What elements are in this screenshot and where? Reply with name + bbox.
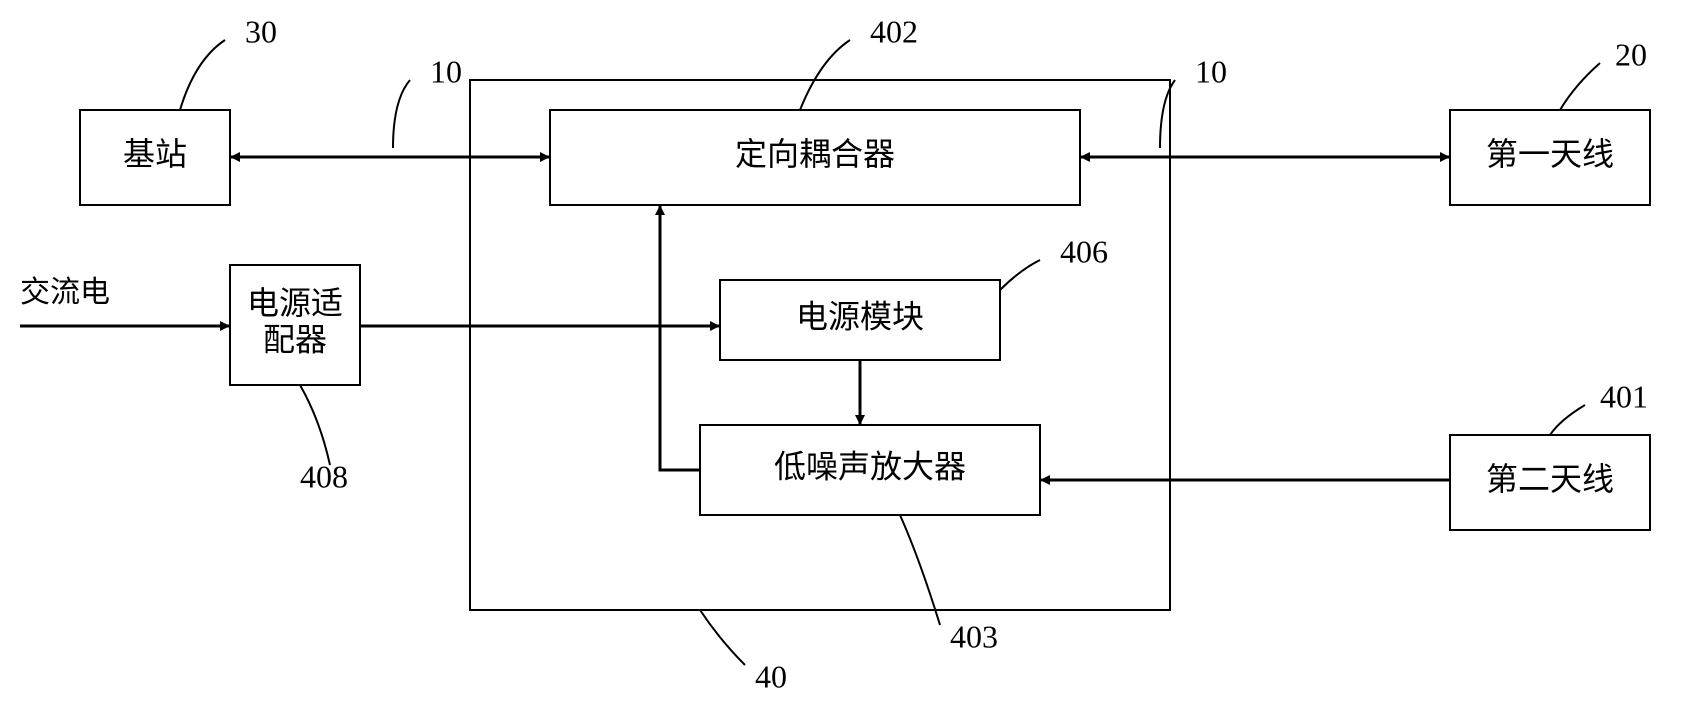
antenna1: 第一天线 [1450,110,1650,205]
callout-40: 40 [755,658,787,694]
leader-403-9 [900,515,940,625]
base_station-label: 基站 [123,136,187,172]
callout-10: 10 [430,53,462,89]
callout-401: 401 [1600,378,1648,414]
power_module-label: 电源模块 [796,298,924,334]
callout-406: 406 [1060,233,1108,269]
leader-401-6 [1550,405,1585,435]
coupler: 定向耦合器 [550,110,1080,205]
leader-402-2 [800,40,850,110]
antenna1-label: 第一天线 [1486,136,1614,172]
adapter-label-1: 配器 [263,322,327,358]
callout-403: 403 [950,618,998,654]
leader-10-3 [1160,80,1175,148]
edge-lna-coupler [660,205,700,470]
adapter-label-0: 电源适 [247,285,343,321]
callout-10: 10 [1195,53,1227,89]
leader-406-5 [1000,260,1040,290]
adapter: 电源适配器 [230,265,360,385]
coupler-label: 定向耦合器 [735,136,895,172]
callout-30: 30 [245,13,277,49]
callout-402: 402 [870,13,918,49]
leader-408-7 [300,385,330,465]
lna: 低噪声放大器 [700,425,1040,515]
leader-10-1 [393,80,410,148]
leader-30-0 [180,40,225,110]
leader-40-8 [700,610,745,665]
callout-20: 20 [1615,36,1647,72]
ac-label: 交流电 [20,276,110,309]
antenna2: 第二天线 [1450,435,1650,530]
power_module: 电源模块 [720,280,1000,360]
base_station: 基站 [80,110,230,205]
antenna2-label: 第二天线 [1486,461,1614,497]
lna-label: 低噪声放大器 [774,448,966,484]
leader-20-4 [1560,63,1600,110]
callout-408: 408 [300,458,348,494]
